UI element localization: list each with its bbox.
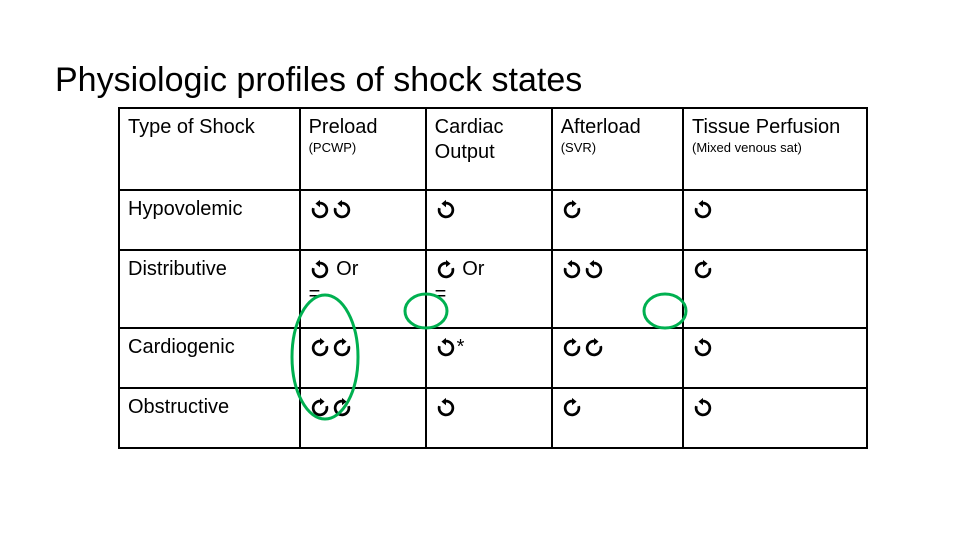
shock-table: Type of Shock Preload(PCWP) Cardiac Outp…	[118, 107, 868, 449]
hdr-type: Type of Shock	[119, 108, 300, 190]
cell-extra: =	[309, 283, 321, 305]
down-arrow-icon	[583, 259, 605, 281]
cell-extra: Or	[336, 258, 358, 280]
table-header-row: Type of Shock Preload(PCWP) Cardiac Outp…	[119, 108, 867, 190]
down-arrow-icon	[331, 199, 353, 221]
down-arrow-icon	[435, 397, 457, 419]
page-title: Physiologic profiles of shock states	[55, 61, 582, 100]
hdr-afterload: Afterload(SVR)	[552, 108, 683, 190]
row-hypovolemic: Hypovolemic	[119, 190, 867, 250]
hdr-preload: Preload(PCWP)	[300, 108, 426, 190]
down-arrow-icon	[692, 337, 714, 359]
row-cardiogenic: Cardiogenic *	[119, 328, 867, 388]
row-label: Obstructive	[119, 388, 300, 448]
row-label: Distributive	[119, 250, 300, 328]
up-arrow-icon	[309, 397, 331, 419]
up-arrow-icon	[561, 397, 583, 419]
up-arrow-icon	[583, 337, 605, 359]
cell	[426, 190, 552, 250]
down-arrow-icon	[435, 337, 457, 359]
cell	[300, 388, 426, 448]
up-arrow-icon	[331, 337, 353, 359]
up-arrow-icon	[435, 259, 457, 281]
cell	[683, 328, 867, 388]
up-arrow-icon	[561, 199, 583, 221]
cell: Or =	[426, 250, 552, 328]
down-arrow-icon	[309, 259, 331, 281]
cell: Or =	[300, 250, 426, 328]
cell-extra: =	[435, 283, 447, 305]
row-label: Cardiogenic	[119, 328, 300, 388]
cell	[683, 190, 867, 250]
cell: *	[426, 328, 552, 388]
cell-extra: *	[457, 336, 465, 358]
up-arrow-icon	[692, 259, 714, 281]
hdr-tissue: Tissue Perfusion(Mixed venous sat)	[683, 108, 867, 190]
down-arrow-icon	[435, 199, 457, 221]
up-arrow-icon	[309, 337, 331, 359]
cell	[552, 388, 683, 448]
cell	[426, 388, 552, 448]
hdr-co: Cardiac Output	[426, 108, 552, 190]
down-arrow-icon	[692, 199, 714, 221]
row-obstructive: Obstructive	[119, 388, 867, 448]
cell	[300, 190, 426, 250]
row-distributive: Distributive Or = Or =	[119, 250, 867, 328]
up-arrow-icon	[331, 397, 353, 419]
cell	[552, 190, 683, 250]
down-arrow-icon	[692, 397, 714, 419]
cell-extra: Or	[462, 258, 484, 280]
cell	[683, 388, 867, 448]
cell	[300, 328, 426, 388]
up-arrow-icon	[561, 337, 583, 359]
row-label: Hypovolemic	[119, 190, 300, 250]
cell	[683, 250, 867, 328]
down-arrow-icon	[561, 259, 583, 281]
cell	[552, 328, 683, 388]
cell	[552, 250, 683, 328]
down-arrow-icon	[309, 199, 331, 221]
